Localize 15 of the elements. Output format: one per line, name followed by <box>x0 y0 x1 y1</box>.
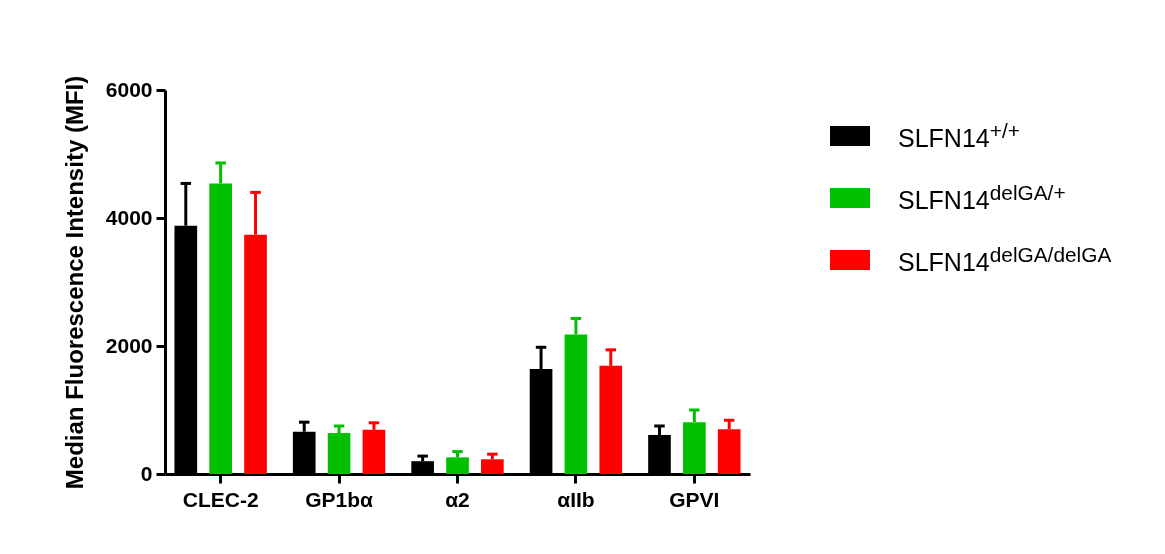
x-tick-label: αIIb <box>557 487 595 511</box>
bar <box>446 457 469 474</box>
x-tick-label: GP1bα <box>305 487 374 511</box>
y-tick-label: 4000 <box>105 205 153 229</box>
bar <box>481 459 504 474</box>
legend-label: SLFN14$^{delGA/delGA}$ <box>898 242 1112 278</box>
y-tick-label: 0 <box>140 461 153 485</box>
legend-label: SLFN14$^{+/+}$ <box>898 118 1020 154</box>
y-tick-label: 2000 <box>105 333 153 357</box>
x-tick-label: GPVI <box>669 487 720 511</box>
legend-label: SLFN14$^{delGA/+}$ <box>898 180 1066 216</box>
x-tick-label: CLEC-2 <box>182 487 259 511</box>
x-tick-label: α2 <box>445 487 470 511</box>
y-tick-label: 6000 <box>105 77 153 101</box>
y-axis-title: Median Fluorescence Intensity (MFI) <box>60 75 88 490</box>
